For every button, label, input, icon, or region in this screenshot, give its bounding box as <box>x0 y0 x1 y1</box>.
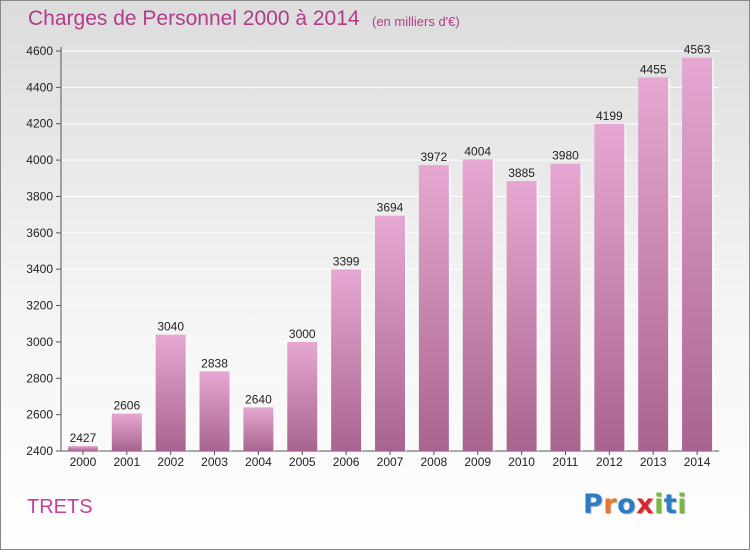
data-label: 3980 <box>552 149 579 163</box>
bar-2006 <box>331 269 362 451</box>
y-tick-label: 2600 <box>26 408 53 422</box>
x-tick-label: 2003 <box>201 455 228 469</box>
bar-2005 <box>287 341 318 451</box>
x-tick-label: 2006 <box>333 455 360 469</box>
bar-2014 <box>682 57 713 452</box>
bar-2007 <box>375 215 405 451</box>
chart-subtitle: (en milliers d'€) <box>372 14 460 29</box>
y-tick-label: 3200 <box>26 299 53 313</box>
bar-2000 <box>67 446 98 451</box>
bar-2012 <box>594 123 625 451</box>
logo-letter: x <box>636 489 655 520</box>
logo-letter: o <box>617 489 637 520</box>
bar-2004 <box>243 407 274 451</box>
bar-2003 <box>199 371 230 451</box>
bar-2001 <box>111 413 142 451</box>
x-tick-label: 2008 <box>421 455 448 469</box>
x-tick-label: 2002 <box>157 455 184 469</box>
data-label: 4004 <box>464 144 491 158</box>
x-tick-labels: 2000 2001 2002 2003 2004 2005 2006 2007 2008 2009… <box>70 455 711 469</box>
logo-letter: r <box>603 489 618 520</box>
x-tick-label: 2011 <box>553 455 579 469</box>
data-label: 3694 <box>377 201 404 215</box>
data-label: 2606 <box>113 399 140 413</box>
x-tick-label: 2009 <box>464 455 491 469</box>
y-tick-label: 4200 <box>26 117 53 131</box>
y-tick-label: 4000 <box>26 153 53 167</box>
proxiti-logo: Proxiti <box>583 489 687 520</box>
x-tick-label: 2000 <box>70 455 97 469</box>
x-tick-label: 2004 <box>245 455 272 469</box>
logo-letter: t <box>663 489 678 520</box>
y-tick-label: 4400 <box>26 80 53 94</box>
bar-2002 <box>155 334 186 451</box>
x-tick-label: 2010 <box>508 455 535 469</box>
y-tick-label: 2400 <box>26 444 53 458</box>
logo-letter: i <box>677 489 688 520</box>
bar-2013 <box>638 77 669 451</box>
bars <box>67 57 715 452</box>
chart-title: Charges de Personnel 2000 à 2014 <box>28 7 360 30</box>
x-tick-label: 2014 <box>684 455 711 469</box>
x-tick-label: 2005 <box>289 455 316 469</box>
bar-2008 <box>418 165 449 451</box>
logo-letter: P <box>583 489 604 520</box>
data-label: 4199 <box>596 109 623 123</box>
y-tick-label: 3800 <box>26 189 53 203</box>
x-tick-label: 2013 <box>640 455 667 469</box>
x-tick-label: 2001 <box>113 455 140 469</box>
y-tick-label: 3000 <box>26 335 53 349</box>
logo-letter: i <box>654 489 664 520</box>
data-label: 2427 <box>70 431 97 445</box>
data-label: 3399 <box>333 254 360 268</box>
data-label: 4563 <box>684 43 711 57</box>
data-label: 3040 <box>157 320 184 334</box>
bar-2011 <box>550 163 581 451</box>
data-label: 3000 <box>289 327 316 341</box>
x-tick-label: 2012 <box>596 455 623 469</box>
data-label: 3885 <box>508 166 535 180</box>
y-tick-label: 3400 <box>26 262 53 276</box>
y-tick-labels: 2400 2600 2800 3000 3200 3400 3600 3800 4000 4200… <box>26 44 53 458</box>
y-tick-label: 3600 <box>26 226 53 240</box>
x-tick-label: 2007 <box>377 455 404 469</box>
bar-2009 <box>462 159 493 451</box>
data-label: 2838 <box>201 356 228 370</box>
y-tick-label: 4600 <box>26 44 53 58</box>
data-labels: 2427 2606 3040 2838 2640 3000 3399 3694 3972 4004… <box>70 43 711 445</box>
data-label: 3972 <box>421 150 448 164</box>
y-tick-label: 2800 <box>26 371 53 385</box>
city-name: TRETS <box>27 496 93 518</box>
data-label: 2640 <box>245 392 272 406</box>
data-label: 4455 <box>640 62 667 76</box>
bar-2010 <box>506 181 537 451</box>
